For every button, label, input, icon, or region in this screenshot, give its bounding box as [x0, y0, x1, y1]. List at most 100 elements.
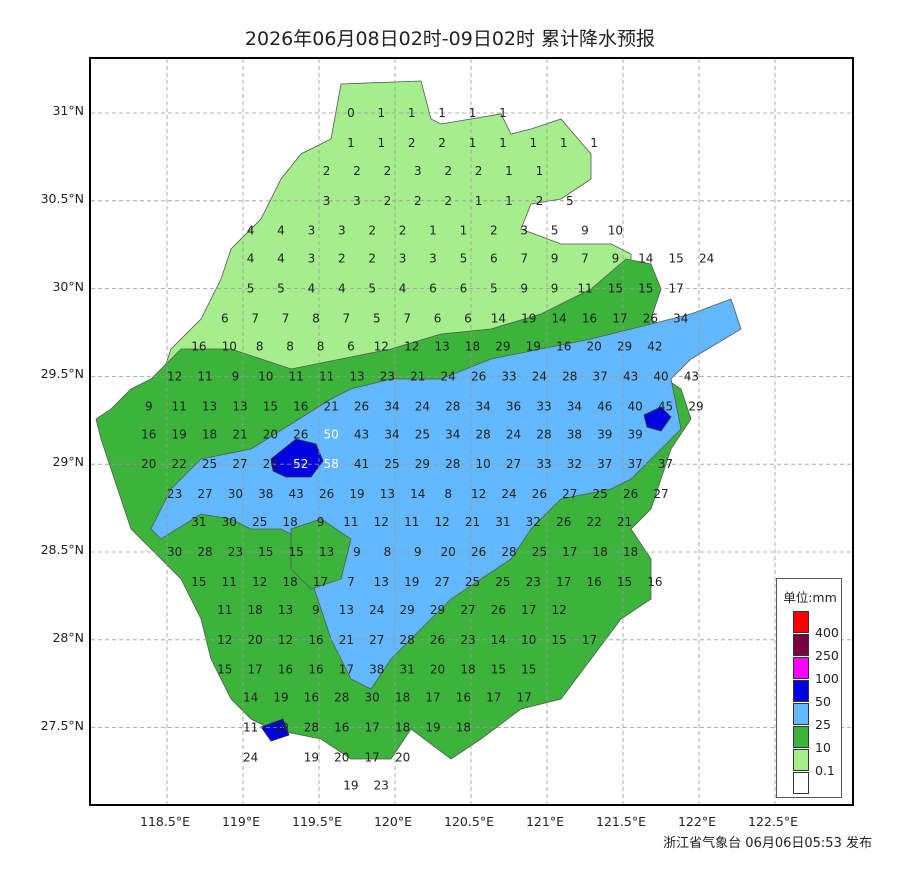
precip-value: 28	[562, 369, 577, 383]
precip-value: 2	[353, 164, 361, 178]
precip-value: 24	[501, 487, 516, 501]
precip-value: 2	[384, 164, 392, 178]
precip-value: 24	[441, 369, 456, 383]
precip-value: 9	[551, 282, 559, 296]
precip-value: 3	[308, 252, 316, 266]
precip-value: 11	[217, 603, 232, 617]
precip-value: 2	[536, 194, 544, 208]
precip-value: 22	[586, 515, 601, 529]
precip-value: 6	[429, 282, 437, 296]
precip-value: 28	[476, 427, 491, 441]
precip-value: 1	[377, 106, 385, 120]
precip-value: 20	[273, 721, 288, 735]
precip-value: 1	[590, 136, 598, 150]
precip-value: 16	[278, 663, 293, 677]
precip-value: 25	[415, 427, 430, 441]
map-title: 2026年06月08日02时-09日02时 累计降水预报	[244, 28, 656, 50]
precip-value: 17	[612, 311, 627, 325]
precip-value: 25	[465, 575, 480, 589]
legend-swatch	[793, 634, 809, 656]
precip-value: 3	[429, 252, 437, 266]
precip-value: 17	[582, 633, 597, 647]
precipitation-map: 0 1 1 1 1 11 1 2 2 1 1 1 1 12 2 2 3 2 2 1 13 3 2 2 2 1 1 2 54 4 3 3 2 2 1 1…	[91, 59, 852, 804]
precip-value: 43	[623, 369, 638, 383]
precip-value: 25	[495, 575, 510, 589]
precip-value: 31	[400, 663, 415, 677]
precip-value: 12	[252, 575, 267, 589]
precip-value: 24	[243, 750, 258, 764]
precip-value: 19	[304, 750, 319, 764]
precip-value: 45	[658, 399, 673, 413]
precip-value: 13	[434, 340, 449, 354]
precip-value: 28	[197, 545, 212, 559]
precip-value: 4	[247, 252, 255, 266]
precip-value: 12	[404, 340, 419, 354]
zone-green-island	[290, 518, 352, 590]
precip-value: 26	[354, 399, 369, 413]
precip-value: 25	[532, 545, 547, 559]
precip-value: 16	[556, 340, 571, 354]
precip-value: 15	[258, 545, 273, 559]
precip-value: 1	[469, 136, 477, 150]
precip-value: 27	[232, 457, 247, 471]
precip-value: 24	[532, 369, 547, 383]
precip-value: 30	[228, 487, 243, 501]
precip-value: 29	[430, 603, 445, 617]
precip-value: 33	[536, 457, 551, 471]
latitude-label: 30.5°N	[40, 190, 84, 206]
precip-value: 1	[505, 194, 513, 208]
precip-value: 25	[384, 457, 399, 471]
longitude-label: 122°E	[677, 814, 716, 829]
legend-label: 250	[815, 648, 839, 663]
precip-value: 1	[499, 136, 507, 150]
precip-value: 31	[191, 515, 206, 529]
precip-value: 2	[368, 252, 376, 266]
precip-value: 2	[384, 194, 392, 208]
precip-value: 24	[699, 252, 714, 266]
precip-value: 3	[308, 224, 316, 238]
precip-value: 23	[228, 545, 243, 559]
precip-value: 12	[552, 603, 567, 617]
precip-value: 20	[248, 633, 263, 647]
longitude-label: 120°E	[373, 814, 412, 829]
precip-value: 23	[526, 575, 541, 589]
precip-value: 4	[277, 252, 285, 266]
precip-value: 20	[441, 545, 456, 559]
precip-value: 30	[365, 691, 380, 705]
precip-value: 17	[521, 603, 536, 617]
precip-value: 18	[623, 545, 638, 559]
precip-value: 8	[312, 311, 320, 325]
precip-value: 11	[172, 399, 187, 413]
precip-value: 21	[617, 515, 632, 529]
precip-value: 6	[221, 311, 229, 325]
precip-value: 16	[304, 691, 319, 705]
precip-value: 40	[628, 399, 643, 413]
precip-value: 30	[222, 515, 237, 529]
precip-value: 26	[532, 487, 547, 501]
precip-value: 20	[263, 427, 278, 441]
precip-value: 3	[520, 224, 528, 238]
precip-value: 15	[669, 252, 684, 266]
longitude-label: 120.5°E	[444, 814, 494, 829]
precip-value: 16	[191, 340, 206, 354]
precip-value: 7	[581, 252, 589, 266]
legend-swatch	[793, 680, 809, 702]
precip-value: 38	[258, 487, 273, 501]
precip-value: 8	[444, 487, 452, 501]
precip-value: 21	[324, 399, 339, 413]
legend-label: 10	[815, 740, 831, 755]
precip-value: 15	[608, 282, 623, 296]
legend-title: 单位:mm	[783, 590, 837, 605]
precip-value: 26	[623, 487, 638, 501]
precip-value: 27	[562, 487, 577, 501]
precip-value: 24	[369, 603, 384, 617]
precip-value: 43	[354, 427, 369, 441]
precip-value: 16	[456, 691, 471, 705]
precip-value: 20	[334, 750, 349, 764]
precip-value: 28	[445, 399, 460, 413]
precip-value: 34	[384, 427, 399, 441]
precip-value: 28	[445, 457, 460, 471]
precip-value: 58	[324, 457, 339, 471]
precip-value: 10	[222, 340, 237, 354]
precip-value: 18	[456, 721, 471, 735]
